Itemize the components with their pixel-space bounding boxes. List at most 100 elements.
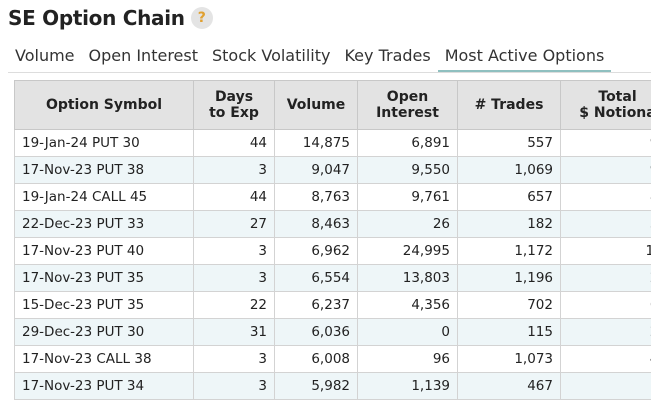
column-header: Total $ Notiona	[560, 80, 651, 130]
table-cell: 44	[193, 183, 275, 211]
table-cell: 22	[193, 291, 275, 319]
table-cell: 6,036	[274, 318, 358, 346]
header-line: to Exp	[209, 105, 259, 121]
table-cell: 4,356	[357, 291, 458, 319]
table-cell: 9,761	[357, 183, 458, 211]
table-cell: 22-Dec-23 PUT 33	[14, 210, 194, 238]
table-cell: 6,891	[357, 129, 458, 157]
table-cell: 9,550	[357, 156, 458, 184]
table-cell: 19-Jan-24 PUT 30	[14, 129, 194, 157]
table-cell: 5,982	[274, 372, 358, 400]
table-cell: 6,237	[274, 291, 358, 319]
table-cell: 29-Dec-23 PUT 30	[14, 318, 194, 346]
table-cell: 1,139	[357, 372, 458, 400]
title-text: SE Option Chain	[8, 6, 185, 30]
header-line: # Trades	[474, 97, 544, 113]
table-cell: 34	[560, 210, 651, 238]
table-cell: 1,069	[457, 156, 561, 184]
table-cell: 26	[357, 210, 458, 238]
column-header: Volume	[274, 80, 358, 130]
table-cell: 17-Nov-23 PUT 35	[14, 264, 194, 292]
table-body: 19-Jan-24 PUT 304414,8756,8915579817-Nov…	[14, 129, 651, 400]
page-title: SE Option Chain?	[8, 6, 213, 30]
table-cell: 6,554	[274, 264, 358, 292]
column-header: Days to Exp	[193, 80, 275, 130]
table-cell: 17-Nov-23 PUT 40	[14, 237, 194, 265]
table-cell: 63	[560, 291, 651, 319]
table-cell: 182	[457, 210, 561, 238]
table-cell: 23	[560, 264, 651, 292]
header-line: $ Notiona	[579, 105, 651, 121]
table-cell: 1.2	[560, 237, 651, 265]
table-cell: 14,875	[274, 129, 358, 157]
table-cell: 657	[457, 183, 561, 211]
table-cell: 3	[193, 345, 275, 373]
tab[interactable]: Stock Volatility	[212, 46, 331, 65]
table-cell: 6,008	[274, 345, 358, 373]
header-line: Option Symbol	[45, 97, 163, 113]
table-cell: 3	[193, 372, 275, 400]
table-cell: 9,047	[274, 156, 358, 184]
tab[interactable]: Open Interest	[88, 46, 198, 65]
table-cell: 11	[560, 372, 651, 400]
table-cell: 19-Jan-24 CALL 45	[14, 183, 194, 211]
table-cell: 702	[457, 291, 561, 319]
table-cell: 3	[193, 237, 275, 265]
tab[interactable]: Key Trades	[344, 46, 431, 65]
table-cell: 557	[457, 129, 561, 157]
table-container: Option Symbol Days to Exp Volume Open Interes…	[14, 80, 651, 400]
table-cell: 3	[193, 264, 275, 292]
tab[interactable]: Most Active Options	[437, 44, 612, 73]
table-cell: 6,962	[274, 237, 358, 265]
table-cell: 1,172	[457, 237, 561, 265]
help-icon[interactable]: ?	[190, 7, 213, 29]
header-row: Option Symbol Days to Exp Volume Open Interes…	[14, 80, 651, 130]
table-cell: 467	[457, 372, 561, 400]
table-cell: 98	[560, 129, 651, 157]
tab-divider	[8, 72, 651, 73]
column-header: Option Symbol	[14, 80, 194, 130]
table-cell: 17-Nov-23 CALL 38	[14, 345, 194, 373]
header-line: Open	[386, 89, 429, 105]
table-cell: 44	[193, 129, 275, 157]
options-table: Option Symbol Days to Exp Volume Open Interes…	[14, 80, 651, 400]
table-cell: 8,763	[274, 183, 358, 211]
column-header: # Trades	[457, 80, 561, 130]
table-cell: 1,073	[457, 345, 561, 373]
table-cell: 24,995	[357, 237, 458, 265]
tab[interactable]: Volume	[15, 46, 75, 65]
header-line: Total	[598, 89, 637, 105]
table-cell: 3	[193, 156, 275, 184]
table-cell: 15-Dec-23 PUT 35	[14, 291, 194, 319]
header-line: Days	[214, 89, 254, 105]
table-cell: 1,196	[457, 264, 561, 292]
table-cell: 96	[357, 345, 458, 373]
table-cell: 27	[193, 210, 275, 238]
table-cell: 17-Nov-23 PUT 38	[14, 156, 194, 184]
table-cell: 40	[560, 345, 651, 373]
table-cell: 81	[560, 183, 651, 211]
table-cell: 92	[560, 156, 651, 184]
header-line: Volume	[286, 97, 346, 113]
header-line: Interest	[376, 105, 439, 121]
column-header: Open Interest	[357, 80, 458, 130]
table-cell: 115	[457, 318, 561, 346]
table-cell: 21	[560, 318, 651, 346]
table-cell: 13,803	[357, 264, 458, 292]
table-cell: 17-Nov-23 PUT 34	[14, 372, 194, 400]
table-cell: 0	[357, 318, 458, 346]
tab-bar: Volume Open Interest Stock Volatility Key T…	[8, 44, 612, 73]
table-cell: 8,463	[274, 210, 358, 238]
table-cell: 31	[193, 318, 275, 346]
